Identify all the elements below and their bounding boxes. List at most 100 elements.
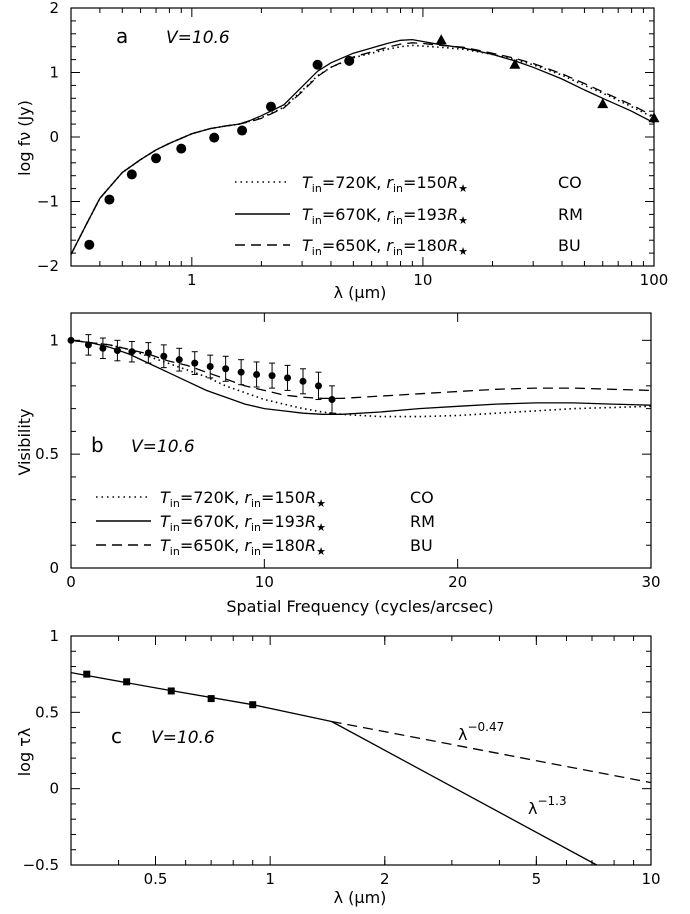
c-xtick-label: 0.5 — [144, 870, 168, 888]
c-xtick-label: 5 — [532, 870, 542, 888]
b-visibility-point — [206, 363, 214, 371]
c-optical-depth-point — [207, 695, 215, 703]
b-visibility-point — [144, 349, 152, 357]
b-ytick-label: 0.5 — [35, 445, 59, 463]
panel-b-v-annotation: V=10.6 — [131, 437, 195, 457]
b-visibility-point — [84, 341, 92, 349]
panel-c: 0.5 1 2 5 10 −0.5 0 0.5 1 c V=10.6 log τλ λ (μm)… — [15, 627, 661, 907]
a-photometry-point — [209, 132, 220, 143]
panel-c-letter: c — [111, 724, 122, 748]
panel-a-letter: a — [116, 24, 128, 48]
panel-a: 1 10 100 −2 −1 0 1 2 a V=10.6 log fν (Jy) λ (μm… — [15, 0, 668, 302]
a-iras-point — [509, 58, 521, 69]
panel-c-ticks: 0.5 1 2 5 10 −0.5 0 0.5 1 — [23, 627, 661, 888]
a-xtick-label: 100 — [640, 271, 669, 289]
a-photometry-point — [126, 169, 137, 180]
b-visibility-point — [268, 372, 276, 380]
b-ytick-label: 0 — [49, 559, 59, 577]
b-curve-solid — [70, 339, 652, 415]
panel-b-legend: Tin=720K, rin=150R★ CO Tin=670K, rin=193R… — [96, 488, 435, 558]
panel-b-curves — [70, 339, 652, 418]
b-visibility-point — [284, 374, 292, 382]
c-curve-solid — [331, 720, 598, 866]
a-curve-dashed — [70, 42, 655, 255]
panel-b-ticks: 0 10 20 30 0 0.5 1 — [35, 313, 661, 591]
panel-a-legend: Tin=720K, rin=150R★ CO Tin=670K, rin=193R… — [235, 173, 583, 258]
c-optical-depth-point — [167, 687, 175, 695]
b-visibility-point — [191, 359, 199, 367]
b-visibility-point — [299, 377, 307, 385]
c-xtick-label: 1 — [265, 870, 275, 888]
a-photometry-point — [265, 101, 276, 112]
a-photometry-point — [151, 153, 162, 164]
panel-b-frame — [70, 312, 652, 569]
panel-b-letter: b — [91, 433, 104, 457]
panel-b: 0 10 20 30 0 0.5 1 b V=10.6 Visibility Spatial… — [15, 312, 661, 616]
a-xtick-label: 1 — [187, 271, 197, 289]
b-xtick-label: 20 — [448, 573, 467, 591]
panel-a-ticks: 1 10 100 −2 −1 0 1 2 — [37, 0, 668, 289]
b-visibility-point — [128, 348, 136, 356]
panel-c-ylabel: log τλ — [15, 728, 34, 777]
a-photometry-point — [344, 55, 355, 66]
a-photometry-point — [84, 239, 95, 250]
c-ytick-label: −0.5 — [23, 856, 59, 874]
a-iras-point — [597, 98, 609, 109]
panel-b-points — [67, 334, 336, 414]
b-curve-dotted — [70, 339, 652, 418]
a-curve-solid — [70, 38, 655, 255]
panel-a-v-annotation: V=10.6 — [166, 28, 230, 48]
b-visibility-point — [253, 370, 261, 378]
b-visibility-point — [175, 356, 183, 364]
a-ytick-label: 1 — [49, 64, 59, 82]
legend-b-entry-co: Tin=720K, rin=150R★ CO — [160, 488, 434, 510]
b-xtick-label: 10 — [255, 573, 274, 591]
panel-b-xlabel: Spatial Frequency (cycles/arcsec) — [226, 597, 493, 616]
b-ytick-label: 1 — [49, 331, 59, 349]
b-xtick-label: 30 — [641, 573, 660, 591]
a-ytick-label: 0 — [49, 128, 59, 146]
panel-a-ylabel: log fν (Jy) — [15, 100, 34, 176]
c-xtick-label: 10 — [641, 870, 660, 888]
c-optical-depth-point — [249, 701, 257, 709]
b-xtick-label: 0 — [66, 573, 76, 591]
c-ytick-label: 1 — [49, 627, 59, 645]
legend-b-entry-bu: Tin=650K, rin=180R★ BU — [160, 536, 433, 558]
b-visibility-point — [113, 347, 121, 355]
b-visibility-point — [222, 365, 230, 373]
legend-b-entry-rm: Tin=670K, rin=193R★ RM — [160, 512, 435, 534]
c-xtick-label: 2 — [380, 870, 390, 888]
c-optical-depth-point — [123, 678, 131, 686]
c-curve-solid — [70, 671, 332, 723]
a-ytick-label: −2 — [37, 257, 59, 275]
a-photometry-point — [312, 59, 323, 70]
b-visibility-point — [160, 352, 168, 360]
panel-c-slope-label-steep: λ−1.3 — [528, 794, 567, 818]
panel-c-xlabel: λ (μm) — [334, 888, 387, 907]
panel-b-ylabel: Visibility — [15, 408, 34, 475]
panel-c-frame — [70, 635, 652, 866]
c-ytick-label: 0 — [49, 780, 59, 798]
b-visibility-point — [99, 344, 107, 352]
c-optical-depth-point — [83, 670, 91, 678]
a-photometry-point — [237, 125, 248, 136]
a-curve-dotted — [70, 44, 655, 255]
b-curve-dashed — [70, 339, 652, 400]
legend-a-entry-co: Tin=720K, rin=150R★ CO — [302, 173, 582, 195]
panel-a-xlabel: λ (μm) — [334, 283, 387, 302]
panel-a-points — [84, 34, 660, 250]
a-iras-point — [648, 112, 660, 123]
c-ytick-label: 0.5 — [35, 703, 59, 721]
c-curve-dashed — [331, 720, 652, 784]
panel-c-curves — [70, 671, 652, 866]
panel-a-frame — [70, 7, 655, 267]
b-visibility-point — [314, 382, 322, 390]
b-visibility-point — [67, 336, 75, 344]
a-photometry-point — [176, 143, 187, 154]
a-ytick-label: −1 — [37, 193, 59, 211]
panel-c-v-annotation: V=10.6 — [151, 728, 215, 748]
legend-a-entry-bu: Tin=650K, rin=180R★ BU — [302, 236, 581, 258]
a-photometry-point — [104, 194, 115, 205]
a-iras-point — [435, 34, 447, 45]
